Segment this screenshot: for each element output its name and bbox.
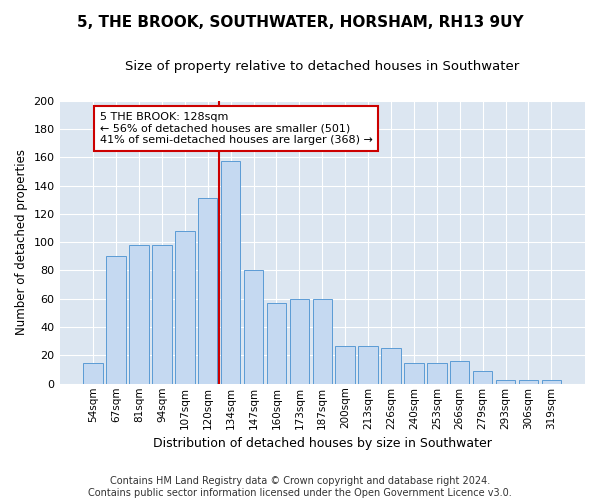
- Bar: [244, 270, 263, 384]
- Bar: [519, 380, 538, 384]
- Bar: [496, 380, 515, 384]
- Y-axis label: Number of detached properties: Number of detached properties: [15, 149, 28, 335]
- Bar: [473, 371, 493, 384]
- Bar: [358, 346, 378, 384]
- Bar: [404, 362, 424, 384]
- X-axis label: Distribution of detached houses by size in Southwater: Distribution of detached houses by size …: [153, 437, 492, 450]
- Bar: [542, 380, 561, 384]
- Bar: [198, 198, 217, 384]
- Bar: [221, 162, 241, 384]
- Bar: [381, 348, 401, 384]
- Bar: [313, 299, 332, 384]
- Bar: [175, 231, 194, 384]
- Bar: [83, 362, 103, 384]
- Bar: [335, 346, 355, 384]
- Bar: [450, 361, 469, 384]
- Text: Contains HM Land Registry data © Crown copyright and database right 2024.
Contai: Contains HM Land Registry data © Crown c…: [88, 476, 512, 498]
- Bar: [129, 245, 149, 384]
- Text: 5, THE BROOK, SOUTHWATER, HORSHAM, RH13 9UY: 5, THE BROOK, SOUTHWATER, HORSHAM, RH13 …: [77, 15, 523, 30]
- Bar: [106, 256, 126, 384]
- Bar: [267, 303, 286, 384]
- Title: Size of property relative to detached houses in Southwater: Size of property relative to detached ho…: [125, 60, 520, 73]
- Bar: [290, 299, 309, 384]
- Text: 5 THE BROOK: 128sqm
← 56% of detached houses are smaller (501)
41% of semi-detac: 5 THE BROOK: 128sqm ← 56% of detached ho…: [100, 112, 373, 145]
- Bar: [427, 362, 446, 384]
- Bar: [152, 245, 172, 384]
